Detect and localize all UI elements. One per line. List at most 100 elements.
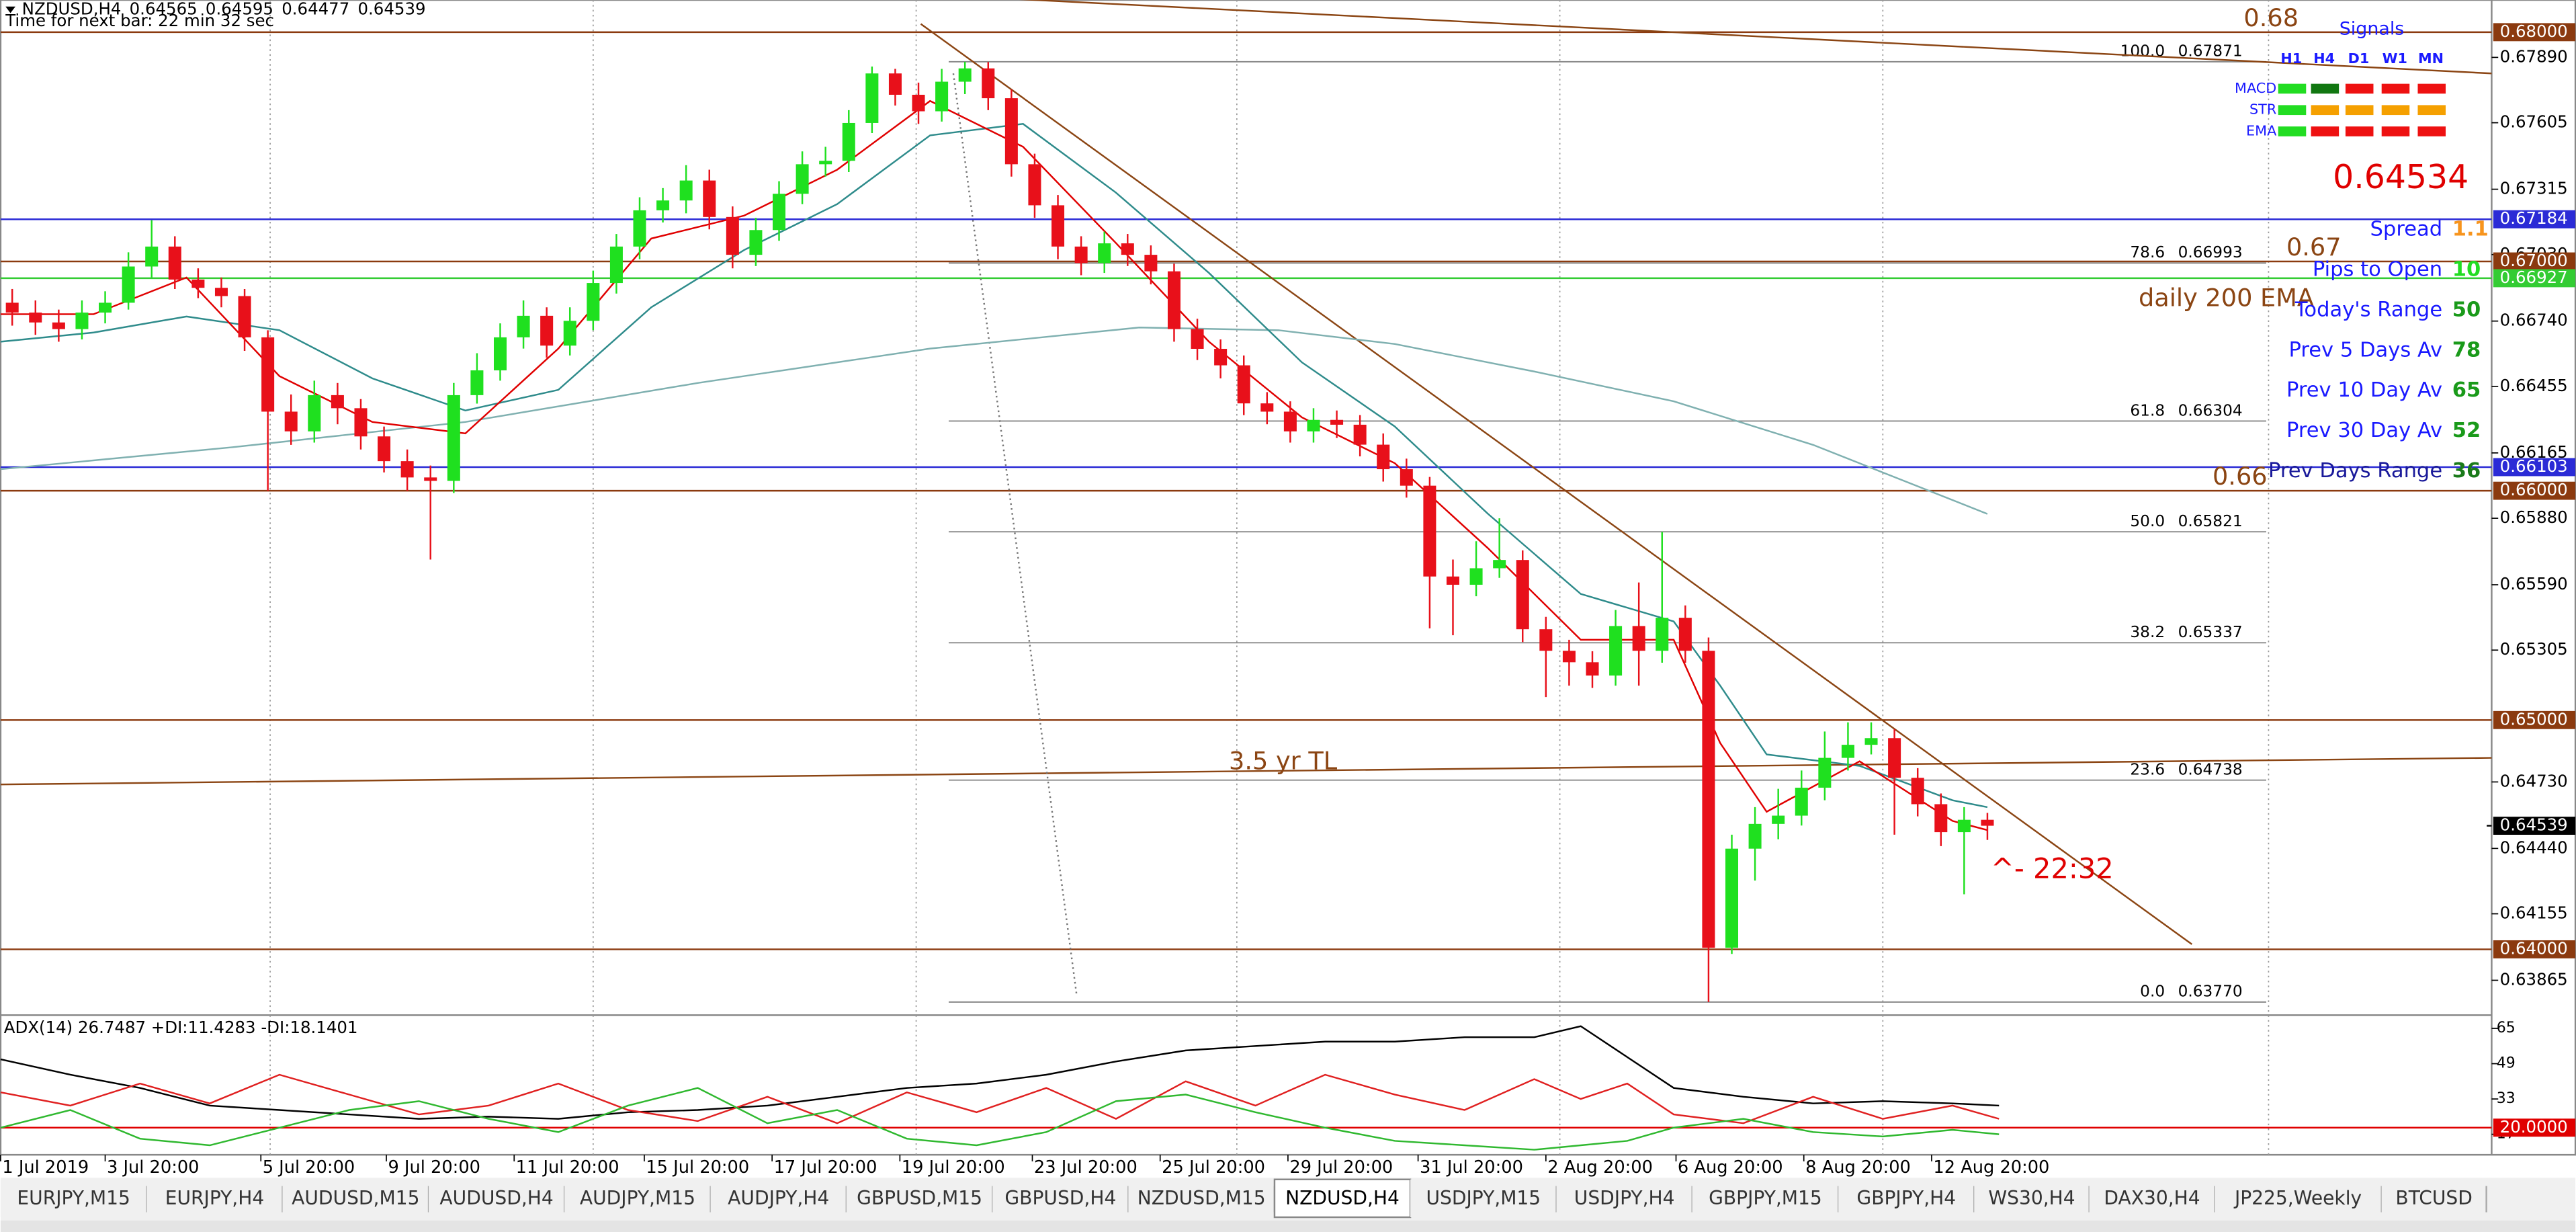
- tab[interactable]: BTCUSD: [2381, 1179, 2487, 1218]
- candle-body: [1702, 651, 1715, 948]
- x-tick-label: 1 Jul 2019: [2, 1157, 89, 1178]
- candle-body: [1539, 629, 1553, 651]
- candle-body: [400, 461, 414, 478]
- fib-level: 23.6: [2130, 761, 2165, 779]
- candle-body: [726, 216, 739, 255]
- tab[interactable]: AUDUSD,M15: [282, 1179, 430, 1218]
- candle-body: [1098, 243, 1111, 263]
- candle-body: [609, 246, 623, 284]
- candle-body: [1562, 651, 1576, 663]
- tab[interactable]: USDJPY,H4: [1556, 1179, 1693, 1218]
- y-tick-label: 0.64440: [2500, 837, 2568, 857]
- y-tick-label: 0.67315: [2500, 179, 2568, 198]
- level-label: 0.68000: [2500, 22, 2568, 41]
- x-tick-label: 25 Jul 20:00: [1162, 1157, 1265, 1178]
- adx-tick-label: 33: [2497, 1090, 2516, 1107]
- level-label-bg: [2493, 269, 2576, 288]
- ohlc-value: 0.64565: [130, 0, 198, 19]
- trendline: [0, 757, 2492, 786]
- fib-level: 78.6: [2130, 243, 2165, 261]
- signal-column: D1: [2348, 50, 2370, 67]
- candle-body: [75, 313, 89, 329]
- x-tick-label: 29 Jul 20:00: [1289, 1157, 1393, 1178]
- candle-body: [1864, 738, 1878, 745]
- x-tick-label: 8 Aug 20:00: [1805, 1157, 1911, 1178]
- candle-body: [1237, 365, 1250, 404]
- tab-bg: [429, 1179, 565, 1218]
- x-tick-label: 12 Aug 20:00: [1933, 1157, 2049, 1178]
- signal-column: H1: [2280, 50, 2302, 67]
- tab[interactable]: GBPUSD,M15: [846, 1179, 994, 1218]
- candle-body: [1678, 618, 1692, 651]
- signal-row-name: MACD: [2235, 80, 2276, 96]
- signal-row-name: EMA: [2246, 123, 2277, 139]
- signal-box: [2278, 126, 2307, 136]
- candle-body: [1121, 243, 1134, 255]
- tab-bg: [1273, 1178, 1412, 1219]
- adx-tick-label: 49: [2497, 1055, 2516, 1072]
- tab-bg: [2215, 1179, 2382, 1218]
- level-label: 0.66000: [2500, 480, 2568, 499]
- candle-body: [1656, 618, 1669, 651]
- stat-value: 52: [2452, 419, 2481, 442]
- tab[interactable]: GBPUSD,H4: [992, 1179, 1129, 1218]
- stat-label: Pips to Open: [2313, 258, 2442, 282]
- x-tick-label: 19 Jul 20:00: [902, 1157, 1005, 1178]
- tab[interactable]: WS30,H4: [1974, 1179, 2090, 1218]
- fib-price: 0.65821: [2178, 512, 2243, 530]
- fib-price: 0.64738: [2178, 761, 2243, 779]
- candle-body: [1400, 469, 1413, 486]
- tab-label: NZDUSD,M15: [1137, 1187, 1266, 1209]
- fib-level: 50.0: [2130, 512, 2165, 530]
- tab[interactable]: NZDUSD,M15: [1128, 1179, 1276, 1218]
- tab[interactable]: GBPJPY,M15: [1692, 1179, 1840, 1218]
- level-label: 0.67000: [2500, 251, 2568, 270]
- candle-body: [656, 200, 670, 210]
- trendline: [952, 73, 1078, 994]
- tab[interactable]: GBPJPY,H4: [1838, 1179, 1975, 1218]
- x-tick-label: 5 Jul 20:00: [263, 1157, 355, 1178]
- candle-body: [1586, 662, 1599, 676]
- tab-label: AUDUSD,H4: [439, 1187, 553, 1209]
- fib-price: 0.67871: [2178, 42, 2243, 60]
- stat-value: 1.1: [2452, 218, 2489, 241]
- candle-body: [1353, 424, 1367, 445]
- candle-body: [563, 321, 576, 346]
- tab[interactable]: EURJPY,M15: [0, 1179, 148, 1218]
- level-label: 0.65000: [2500, 709, 2568, 729]
- tab[interactable]: DAX30,H4: [2089, 1179, 2216, 1218]
- y-tick-label: 0.67605: [2500, 112, 2568, 132]
- adx-title: ADX(14) 26.7487 +DI:11.4283 -DI:18.1401: [4, 1018, 358, 1037]
- ohlc-value: 0.64477: [282, 0, 349, 19]
- tab[interactable]: AUDJPY,H4: [710, 1179, 848, 1218]
- tab[interactable]: EURJPY,H4: [146, 1179, 284, 1218]
- chart-header: NZDUSD,H4 0.64565 0.64595 0.64477 0.64539: [22, 0, 426, 19]
- candle-body: [1493, 560, 1506, 569]
- signal-box: [2417, 105, 2446, 116]
- candle-body: [191, 279, 205, 288]
- tab[interactable]: NZDUSD,H4: [1273, 1178, 1412, 1219]
- x-tick-label: 15 Jul 20:00: [646, 1157, 749, 1178]
- signal-box: [2311, 126, 2339, 136]
- tab-bg: [2381, 1179, 2487, 1218]
- candle-body: [284, 411, 298, 432]
- signal-box: [2311, 83, 2339, 94]
- candle-body: [1957, 819, 1971, 833]
- tab[interactable]: AUDJPY,M15: [564, 1179, 712, 1218]
- adx-line: [0, 1073, 2000, 1124]
- candle-body: [912, 94, 925, 112]
- round-number-label: 0.66: [2213, 462, 2268, 491]
- candle-body: [773, 194, 786, 231]
- x-tick-label: 6 Aug 20:00: [1678, 1157, 1783, 1178]
- level-label: 0.67184: [2500, 208, 2568, 228]
- tab-bg: [992, 1179, 1129, 1218]
- tab-label: BTCUSD: [2395, 1187, 2472, 1209]
- tab[interactable]: USDJPY,M15: [1410, 1179, 1557, 1218]
- signal-box: [2345, 105, 2374, 116]
- tab-bg: [282, 1179, 429, 1218]
- tab[interactable]: JP225,Weekly: [2215, 1179, 2382, 1218]
- tab[interactable]: AUDUSD,H4: [429, 1179, 566, 1218]
- candle-body: [1283, 411, 1297, 432]
- candle-body: [633, 210, 646, 247]
- candle-body: [1609, 626, 1623, 676]
